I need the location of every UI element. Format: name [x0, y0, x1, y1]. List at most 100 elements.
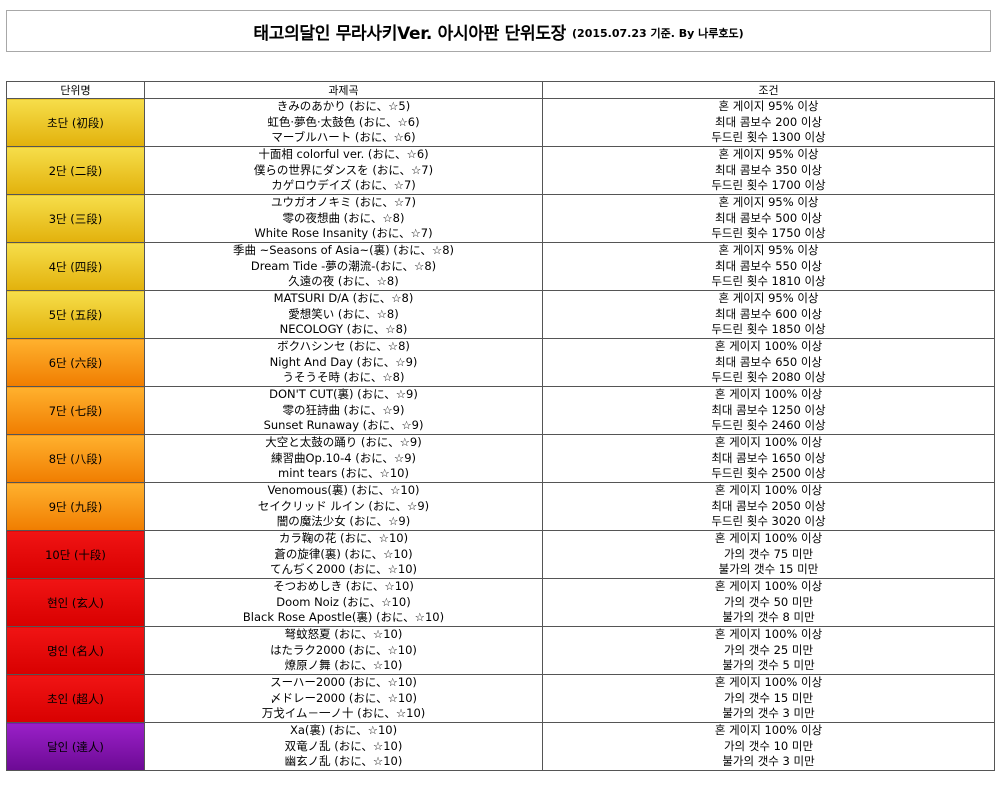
condition-text: 가의 갯수 75 미만 [723, 546, 814, 561]
rank-cell: 4단 (四段) [6, 242, 145, 291]
rank-cell: 초인 (超人) [6, 674, 145, 723]
condition-text: 최대 콤보수 600 이상 [715, 306, 822, 321]
conditions-cell: 혼 게이지 100% 이상 가의 갯수 15 미만 불가의 갯수 3 미만 [542, 674, 995, 723]
rank-cell: 8단 (八段) [6, 434, 145, 483]
condition-text: 불가의 갯수 3 미만 [722, 706, 815, 721]
songs-cell: 弩蚊怒夏 (おに、☆10) はたラク2000 (おに、☆10) 燎原ノ舞 (おに、☆… [144, 626, 543, 675]
condition-text: 최대 콤보수 1650 이상 [711, 450, 826, 465]
table-row: 8단 (八段) 大空と太鼓の踊り (おに、☆9) 練習曲Op.10-4 (おに、☆9… [6, 434, 995, 483]
conditions-cell: 혼 게이지 95% 이상 최대 콤보수 200 이상 두드린 횟수 1300 이상 [542, 98, 995, 147]
song-title: うそうそ時 (おに、☆8) [282, 370, 405, 385]
condition-text: 가의 갯수 10 미만 [723, 738, 814, 753]
song-title: ユウガオノキミ (おに、☆7) [271, 195, 416, 210]
rank-cell: 3단 (三段) [6, 194, 145, 243]
song-title: 大空と太鼓の踊り (おに、☆9) [265, 435, 422, 450]
condition-text: 혼 게이지 95% 이상 [718, 99, 819, 114]
song-title: 練習曲Op.10-4 (おに、☆9) [270, 450, 417, 465]
condition-text: 두드린 횟수 2460 이상 [711, 418, 826, 433]
song-title: はたラク2000 (おに、☆10) [270, 642, 417, 657]
song-title: 幽玄ノ乱 (おに、☆10) [284, 754, 403, 769]
conditions-cell: 혼 게이지 100% 이상 최대 콤보수 1650 이상 두드린 횟수 2500 이… [542, 434, 995, 483]
song-title: スーハー2000 (おに、☆10) [270, 675, 417, 690]
condition-text: 혼 게이지 100% 이상 [714, 531, 823, 546]
condition-text: 가의 갯수 25 미만 [723, 642, 814, 657]
page-title: 태고의달인 무라사키Ver. 아시아판 단위도장 [253, 23, 567, 44]
table-row: 4단 (四段) 季曲 ~Seasons of Asia~(裏) (おに、☆8) Dr… [6, 242, 995, 291]
song-title: 闇の魔法少女 (おに、☆9) [276, 514, 411, 529]
song-title: Night And Day (おに、☆9) [269, 354, 418, 369]
condition-text: 혼 게이지 100% 이상 [714, 675, 823, 690]
song-title: 蒼の旋律(裏) (おに、☆10) [274, 546, 413, 561]
title-box: 태고의달인 무라사키Ver. 아시아판 단위도장 (2015.07.23 기준.… [6, 10, 991, 52]
condition-text: 최대 콤보수 1250 이상 [711, 402, 826, 417]
conditions-cell: 혼 게이지 100% 이상 가의 갯수 50 미만 불가의 갯수 8 미만 [542, 578, 995, 627]
songs-cell: MATSURI D/A (おに、☆8) 愛想笑い (おに、☆8) NECOLOGY … [144, 290, 543, 339]
song-title: Venomous(裏) (おに、☆10) [267, 483, 420, 498]
songs-cell: 季曲 ~Seasons of Asia~(裏) (おに、☆8) Dream Tid… [144, 242, 543, 291]
conditions-cell: 혼 게이지 100% 이상 최대 콤보수 1250 이상 두드린 횟수 2460 이… [542, 386, 995, 435]
condition-text: 가의 갯수 50 미만 [723, 594, 814, 609]
condition-text: 최대 콤보수 500 이상 [715, 210, 822, 225]
condition-text: 혼 게이지 95% 이상 [718, 291, 819, 306]
condition-text: 불가의 갯수 15 미만 [718, 562, 819, 577]
table-row: 9단 (九段) Venomous(裏) (おに、☆10) セイクリッド ルイン (お… [6, 482, 995, 531]
song-title: きみのあかり (おに、☆5) [276, 99, 411, 114]
conditions-cell: 혼 게이지 100% 이상 최대 콤보수 650 이상 두드린 횟수 2080 이상 [542, 338, 995, 387]
song-title: 〆ドレー2000 (おに、☆10) [270, 690, 417, 705]
conditions-cell: 혼 게이지 100% 이상 가의 갯수 10 미만 불가의 갯수 3 미만 [542, 722, 995, 771]
song-title: 虹色·夢色·太鼓色 (おに、☆6) [267, 114, 420, 129]
table-row: 명인 (名人) 弩蚊怒夏 (おに、☆10) はたラク2000 (おに、☆10) 燎原ノ… [6, 626, 995, 675]
rank-cell: 초단 (初段) [6, 98, 145, 147]
conditions-cell: 혼 게이지 100% 이상 최대 콤보수 2050 이상 두드린 횟수 3020 이… [542, 482, 995, 531]
condition-text: 최대 콤보수 2050 이상 [711, 498, 826, 513]
song-title: Xa(裏) (おに、☆10) [289, 723, 398, 738]
song-title: Black Rose Apostle(裏) (おに、☆10) [242, 610, 445, 625]
condition-text: 최대 콤보수 650 이상 [715, 354, 822, 369]
conditions-cell: 혼 게이지 95% 이상 최대 콤보수 500 이상 두드린 횟수 1750 이상 [542, 194, 995, 243]
song-title: マーブルハート (おに、☆6) [271, 130, 416, 145]
condition-text: 혼 게이지 100% 이상 [714, 339, 823, 354]
song-title: セイクリッド ルイン (おに、☆9) [257, 498, 430, 513]
rank-cell: 현인 (玄人) [6, 578, 145, 627]
condition-text: 최대 콤보수 550 이상 [715, 258, 822, 273]
songs-cell: カラ鞠の花 (おに、☆10) 蒼の旋律(裏) (おに、☆10) てんぢく2000 (… [144, 530, 543, 579]
condition-text: 불가의 갯수 5 미만 [722, 658, 815, 673]
condition-text: 두드린 횟수 2080 이상 [711, 370, 826, 385]
condition-text: 불가의 갯수 8 미만 [722, 610, 815, 625]
songs-cell: きみのあかり (おに、☆5) 虹色·夢色·太鼓色 (おに、☆6) マーブルハート (… [144, 98, 543, 147]
table-row: 10단 (十段) カラ鞠の花 (おに、☆10) 蒼の旋律(裏) (おに、☆10) てん… [6, 530, 995, 579]
song-title: 弩蚊怒夏 (おに、☆10) [284, 627, 403, 642]
condition-text: 두드린 횟수 1750 이상 [711, 226, 826, 241]
condition-text: 혼 게이지 100% 이상 [714, 579, 823, 594]
condition-text: 혼 게이지 100% 이상 [714, 435, 823, 450]
condition-text: 두드린 횟수 3020 이상 [711, 514, 826, 529]
songs-cell: DON'T CUT(裏) (おに、☆9) 零の狂詩曲 (おに、☆9) Sunset … [144, 386, 543, 435]
table-row: 현인 (玄人) そつおめしき (おに、☆10) Doom Noiz (おに、☆10)… [6, 578, 995, 627]
conditions-cell: 혼 게이지 100% 이상 가의 갯수 25 미만 불가의 갯수 5 미만 [542, 626, 995, 675]
song-title: 零の夜想曲 (おに、☆8) [282, 210, 405, 225]
condition-text: 두드린 횟수 1700 이상 [711, 178, 826, 193]
condition-text: 혼 게이지 100% 이상 [714, 387, 823, 402]
song-title: 季曲 ~Seasons of Asia~(裏) (おに、☆8) [232, 243, 455, 258]
conditions-cell: 혼 게이지 95% 이상 최대 콤보수 600 이상 두드린 횟수 1850 이상 [542, 290, 995, 339]
songs-cell: 大空と太鼓の踊り (おに、☆9) 練習曲Op.10-4 (おに、☆9) mint t… [144, 434, 543, 483]
column-header-rank: 단위명 [6, 81, 145, 99]
song-title: Sunset Runaway (おに、☆9) [263, 418, 424, 433]
condition-text: 혼 게이지 95% 이상 [718, 195, 819, 210]
table-header-row: 단위명 과제곡 조건 [6, 81, 995, 99]
table-body: 초단 (初段) きみのあかり (おに、☆5) 虹色·夢色·太鼓色 (おに、☆6) マー… [6, 98, 995, 771]
song-title: White Rose Insanity (おに、☆7) [254, 226, 433, 241]
condition-text: 두드린 횟수 1850 이상 [711, 322, 826, 337]
song-title: ボクハシンセ (おに、☆8) [277, 339, 410, 354]
condition-text: 혼 게이지 100% 이상 [714, 483, 823, 498]
condition-text: 혼 게이지 95% 이상 [718, 243, 819, 258]
songs-cell: Xa(裏) (おに、☆10) 双竜ノ乱 (おに、☆10) 幽玄ノ乱 (おに、☆10) [144, 722, 543, 771]
condition-text: 두드린 횟수 1810 이상 [711, 274, 826, 289]
table-row: 7단 (七段) DON'T CUT(裏) (おに、☆9) 零の狂詩曲 (おに、☆9)… [6, 386, 995, 435]
condition-text: 혼 게이지 95% 이상 [718, 147, 819, 162]
condition-text: 최대 콤보수 200 이상 [715, 114, 822, 129]
song-title: Doom Noiz (おに、☆10) [276, 594, 411, 609]
songs-cell: ボクハシンセ (おに、☆8) Night And Day (おに、☆9) うそうそ時… [144, 338, 543, 387]
table-row: 3단 (三段) ユウガオノキミ (おに、☆7) 零の夜想曲 (おに、☆8) White… [6, 194, 995, 243]
songs-cell: そつおめしき (おに、☆10) Doom Noiz (おに、☆10) Black R… [144, 578, 543, 627]
